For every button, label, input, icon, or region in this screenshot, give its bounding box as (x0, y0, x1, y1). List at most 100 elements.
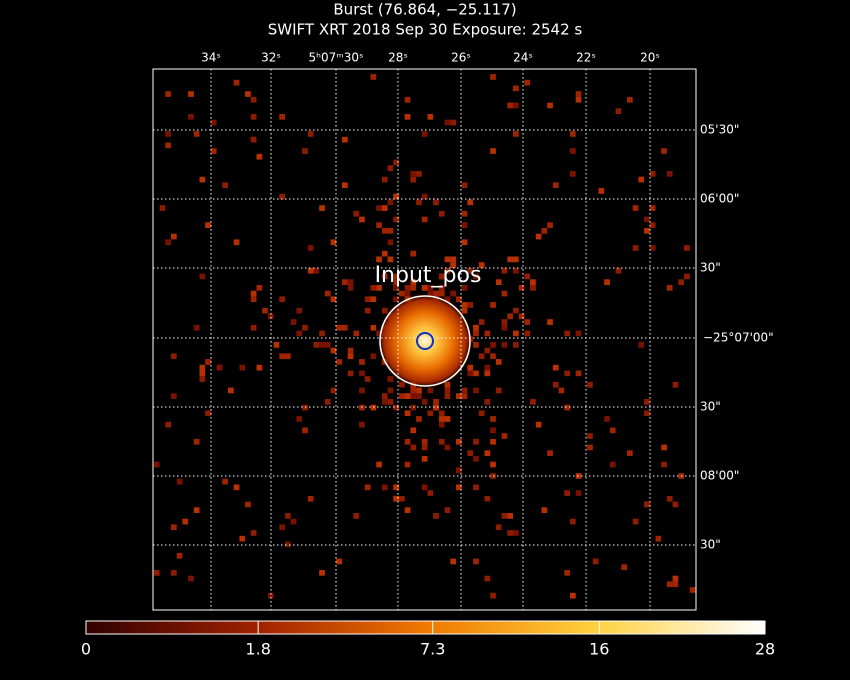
pixel (250, 96, 257, 103)
pixel (307, 495, 314, 502)
pixel (433, 290, 439, 297)
pixel (376, 285, 382, 291)
pixel (558, 387, 565, 394)
pixel (666, 495, 673, 502)
pixel (644, 228, 650, 234)
pixel (564, 404, 570, 411)
pixel (575, 330, 582, 337)
pixel (296, 330, 303, 337)
pixel (484, 450, 491, 456)
pixel (364, 307, 371, 314)
pixel (513, 530, 519, 536)
pixel (575, 490, 582, 496)
pixel (513, 131, 519, 137)
pixel (461, 393, 468, 399)
colorbar-label: 16 (589, 640, 609, 659)
pixel (188, 91, 194, 97)
pixel (416, 416, 422, 422)
pixel (296, 416, 303, 422)
pixel (347, 285, 354, 291)
pixel (279, 524, 285, 531)
pixel (250, 114, 257, 120)
pixel (176, 552, 183, 559)
title: Burst (76.864, −25.117) (333, 1, 516, 19)
pixel (524, 79, 531, 86)
pixel (444, 387, 451, 394)
pixel (655, 535, 662, 542)
pixel (421, 131, 428, 137)
pixel (182, 518, 189, 525)
pixel (490, 353, 496, 360)
pixel (444, 416, 451, 422)
pixel (461, 285, 468, 291)
pixel (433, 513, 439, 519)
pixel (370, 324, 377, 331)
pixel (467, 302, 474, 308)
pixel (153, 461, 160, 468)
pixel (450, 290, 456, 297)
pixel (621, 564, 627, 570)
pixel (421, 193, 428, 200)
pixel (381, 399, 388, 405)
pixel (399, 495, 405, 502)
pixel (347, 353, 354, 360)
pixel (193, 324, 200, 331)
pixel (490, 416, 496, 422)
pixel (570, 518, 576, 525)
pixel (501, 319, 508, 325)
pixel (199, 273, 206, 280)
pixel (666, 285, 673, 291)
pixel (467, 450, 474, 456)
pixel (171, 233, 177, 240)
pixel (279, 353, 285, 360)
pixel (513, 330, 519, 337)
pixel (473, 558, 479, 565)
pixel (233, 79, 240, 86)
pixel (530, 399, 536, 405)
pixel (376, 222, 382, 228)
pixel (490, 342, 496, 348)
pixel (513, 342, 519, 348)
pixel (490, 461, 496, 468)
pixel (393, 273, 399, 280)
pixel (661, 148, 667, 154)
pixel (467, 267, 474, 274)
pixel (484, 364, 491, 371)
pixel (307, 267, 314, 274)
pixel (433, 399, 439, 405)
pixel (450, 262, 456, 268)
ra-label: 5ʰ07ᵐ30ˢ (309, 51, 364, 65)
pixel (490, 427, 496, 434)
pixel (438, 290, 445, 297)
pixel (416, 393, 422, 399)
pixel (672, 381, 679, 388)
pixel (285, 353, 291, 360)
pixel (461, 182, 468, 189)
pixel (421, 399, 428, 405)
pixel (153, 570, 160, 576)
pixel (256, 153, 263, 160)
pixel (188, 575, 194, 582)
pixel (307, 245, 314, 251)
pixel (404, 285, 411, 291)
pixel (416, 199, 422, 206)
pixel (381, 307, 388, 314)
dec-label: 30" (700, 400, 721, 414)
pixel (393, 285, 399, 291)
pixel (245, 501, 251, 508)
pixel (319, 570, 325, 576)
pixel (336, 558, 342, 565)
pixel (330, 296, 337, 303)
pixel (450, 256, 456, 263)
pixel (473, 387, 479, 394)
pixel (199, 376, 206, 382)
pixel (159, 205, 166, 211)
pixel (171, 393, 177, 399)
ra-label: 24ˢ (513, 51, 533, 65)
pixel (450, 119, 456, 126)
pixel (444, 119, 451, 126)
pixel (427, 410, 434, 417)
pixel (535, 421, 542, 428)
pixel (399, 381, 405, 388)
